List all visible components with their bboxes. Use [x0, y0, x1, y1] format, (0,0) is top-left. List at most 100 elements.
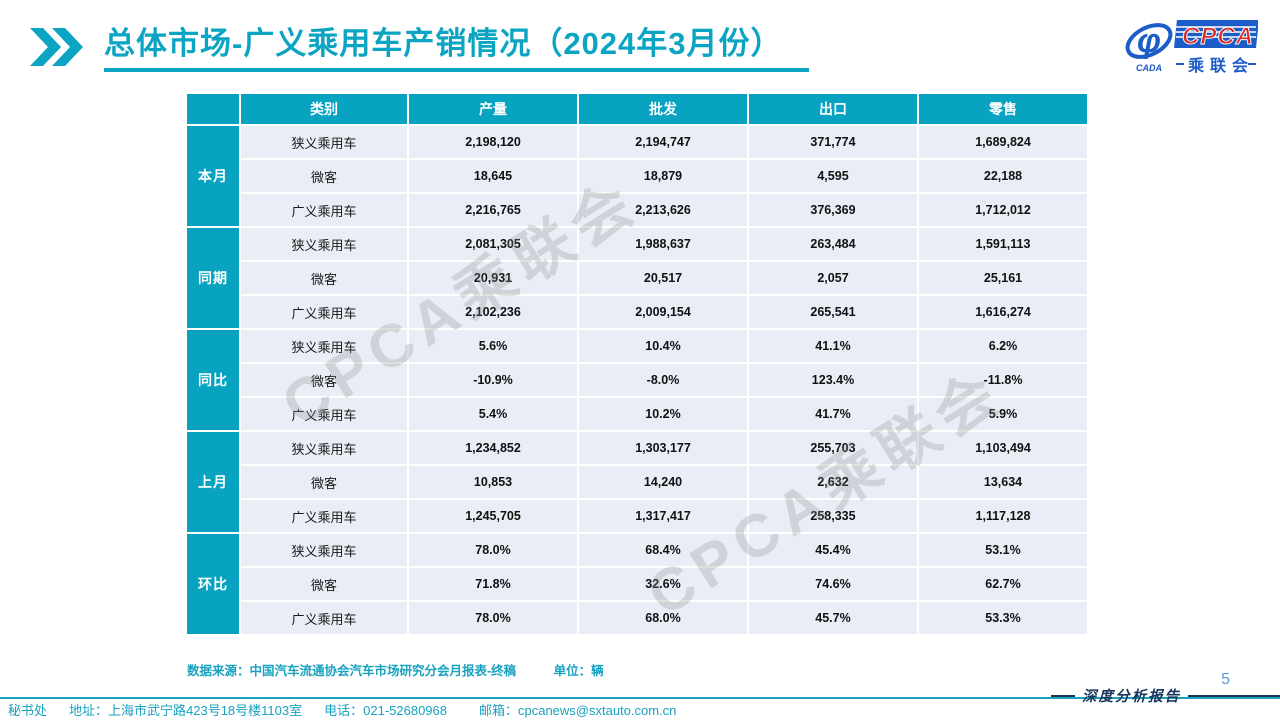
table-row: 上月 狭义乘用车 1,234,852 1,303,177 255,703 1,103,49… — [187, 432, 1087, 532]
value-cell: 1,689,824 — [919, 126, 1087, 158]
table-row: 广义乘用车 2,216,765 2,213,626 376,369 1,712,012 — [187, 194, 1087, 226]
value-cell: 265,541 — [749, 296, 917, 328]
table-row: 广义乘用车 1,245,705 1,317,417 258,335 1,117,128 — [187, 500, 1087, 532]
column-header: 类别 — [241, 94, 407, 124]
svg-text:乘联会: 乘联会 — [1187, 56, 1254, 75]
value-cell: 53.1% — [919, 534, 1087, 566]
row-group-label: 上月 — [187, 432, 239, 532]
value-cell: 123.4% — [749, 364, 917, 396]
table-row: 广义乘用车 2,102,236 2,009,154 265,541 1,616,274 — [187, 296, 1087, 328]
value-cell: 2,102,236 — [409, 296, 577, 328]
value-cell: 371,774 — [749, 126, 917, 158]
value-cell: 2,198,120 — [409, 126, 577, 158]
value-cell: 71.8% — [409, 568, 577, 600]
footer-secretariat: 秘书处 — [8, 703, 48, 718]
value-cell: -8.0% — [579, 364, 747, 396]
value-cell: 20,931 — [409, 262, 577, 294]
value-cell: 1,988,637 — [579, 228, 747, 260]
value-cell: -11.8% — [919, 364, 1087, 396]
value-cell: 1,616,274 — [919, 296, 1087, 328]
double-chevron-icon — [30, 28, 83, 66]
value-cell: 10.4% — [579, 330, 747, 362]
value-cell: -10.9% — [409, 364, 577, 396]
value-cell: 1,103,494 — [919, 432, 1087, 464]
table-row: 微客 10,853 14,240 2,632 13,634 — [187, 466, 1087, 498]
value-cell: 6.2% — [919, 330, 1087, 362]
value-cell: 10,853 — [409, 466, 577, 498]
value-cell: 258,335 — [749, 500, 917, 532]
value-cell: 18,645 — [409, 160, 577, 192]
row-group-label: 本月 — [187, 126, 239, 226]
row-group-label: 环比 — [187, 534, 239, 634]
value-cell: 10.2% — [579, 398, 747, 430]
cpca-logo-text-block: CPCA 乘联会 — [1174, 20, 1258, 75]
table-corner-cell — [187, 94, 239, 124]
value-cell: 263,484 — [749, 228, 917, 260]
row-group-label: 同比 — [187, 330, 239, 430]
value-cell: 5.6% — [409, 330, 577, 362]
value-cell: 4,595 — [749, 160, 917, 192]
value-cell: 78.0% — [409, 534, 577, 566]
category-cell: 狭义乘用车 — [241, 432, 407, 464]
category-cell: 微客 — [241, 466, 407, 498]
column-header: 批发 — [579, 94, 747, 124]
value-cell: 41.1% — [749, 330, 917, 362]
value-cell: 78.0% — [409, 602, 577, 634]
value-cell: 2,009,154 — [579, 296, 747, 328]
report-label: 深度分析报告 — [1082, 688, 1181, 705]
table-row: 环比 狭义乘用车 78.0% 68.4% 45.4% 53.1% — [187, 534, 1087, 634]
value-cell: 20,517 — [579, 262, 747, 294]
category-cell: 广义乘用车 — [241, 398, 407, 430]
value-cell: 2,213,626 — [579, 194, 747, 226]
category-cell: 微客 — [241, 364, 407, 396]
value-cell: 68.4% — [579, 534, 747, 566]
table-header-row: 类别 产量 批发 出口 零售 — [187, 94, 1087, 124]
category-cell: 微客 — [241, 160, 407, 192]
category-cell: 广义乘用车 — [241, 602, 407, 634]
value-cell: 13,634 — [919, 466, 1087, 498]
column-header: 零售 — [919, 94, 1087, 124]
cpca-logo: φ CADA CPCA 乘联会 — [1125, 20, 1258, 75]
source-text: 数据来源：中国汽车流通协会汽车市场研究分会月报表-终稿 — [187, 664, 517, 678]
value-cell: 41.7% — [749, 398, 917, 430]
footer-email: 邮箱：cpcanews@sxtauto.com.cn — [478, 703, 677, 718]
page-number: 5 — [1221, 671, 1230, 688]
value-cell: 22,188 — [919, 160, 1087, 192]
footer-address: 地址：上海市武宁路423号18号楼1103室 — [69, 703, 303, 718]
badge-right-dash — [1188, 694, 1280, 697]
column-header: 出口 — [749, 94, 917, 124]
table-wrap: 类别 产量 批发 出口 零售 本月 狭义乘用车 2,198,120 2,194,747 371,… — [185, 92, 1089, 636]
category-cell: 广义乘用车 — [241, 500, 407, 532]
row-group-label: 同期 — [187, 228, 239, 328]
table-row: 广义乘用车 78.0% 68.0% 45.7% 53.3% — [187, 602, 1087, 634]
value-cell: 18,879 — [579, 160, 747, 192]
table-row: 广义乘用车 5.4% 10.2% 41.7% 5.9% — [187, 398, 1087, 430]
report-badge: 深度分析报告 — [1051, 685, 1280, 706]
category-cell: 微客 — [241, 568, 407, 600]
value-cell: 2,632 — [749, 466, 917, 498]
category-cell: 狭义乘用车 — [241, 228, 407, 260]
value-cell: 1,117,128 — [919, 500, 1087, 532]
value-cell: 1,245,705 — [409, 500, 577, 532]
value-cell: 45.7% — [749, 602, 917, 634]
value-cell: 25,161 — [919, 262, 1087, 294]
value-cell: 2,216,765 — [409, 194, 577, 226]
value-cell: 2,194,747 — [579, 126, 747, 158]
table-body: 本月 狭义乘用车 2,198,120 2,194,747 371,774 1,689,82… — [187, 126, 1087, 634]
value-cell: 255,703 — [749, 432, 917, 464]
value-cell: 74.6% — [749, 568, 917, 600]
cpca-logo-ellipse-icon: φ CADA — [1125, 22, 1173, 73]
column-header: 产量 — [409, 94, 577, 124]
unit-text: 单位：辆 — [553, 664, 604, 678]
value-cell: 62.7% — [919, 568, 1087, 600]
table-row: 同比 狭义乘用车 5.6% 10.4% 41.1% 6.2% — [187, 330, 1087, 430]
category-cell: 狭义乘用车 — [241, 330, 407, 362]
data-table: 类别 产量 批发 出口 零售 本月 狭义乘用车 2,198,120 2,194,747 371,… — [185, 92, 1089, 636]
value-cell: 5.9% — [919, 398, 1087, 430]
value-cell: 376,369 — [749, 194, 917, 226]
value-cell: 68.0% — [579, 602, 747, 634]
table-row: 微客 71.8% 32.6% 74.6% 62.7% — [187, 568, 1087, 600]
value-cell: 1,234,852 — [409, 432, 577, 464]
value-cell: 1,317,417 — [579, 500, 747, 532]
